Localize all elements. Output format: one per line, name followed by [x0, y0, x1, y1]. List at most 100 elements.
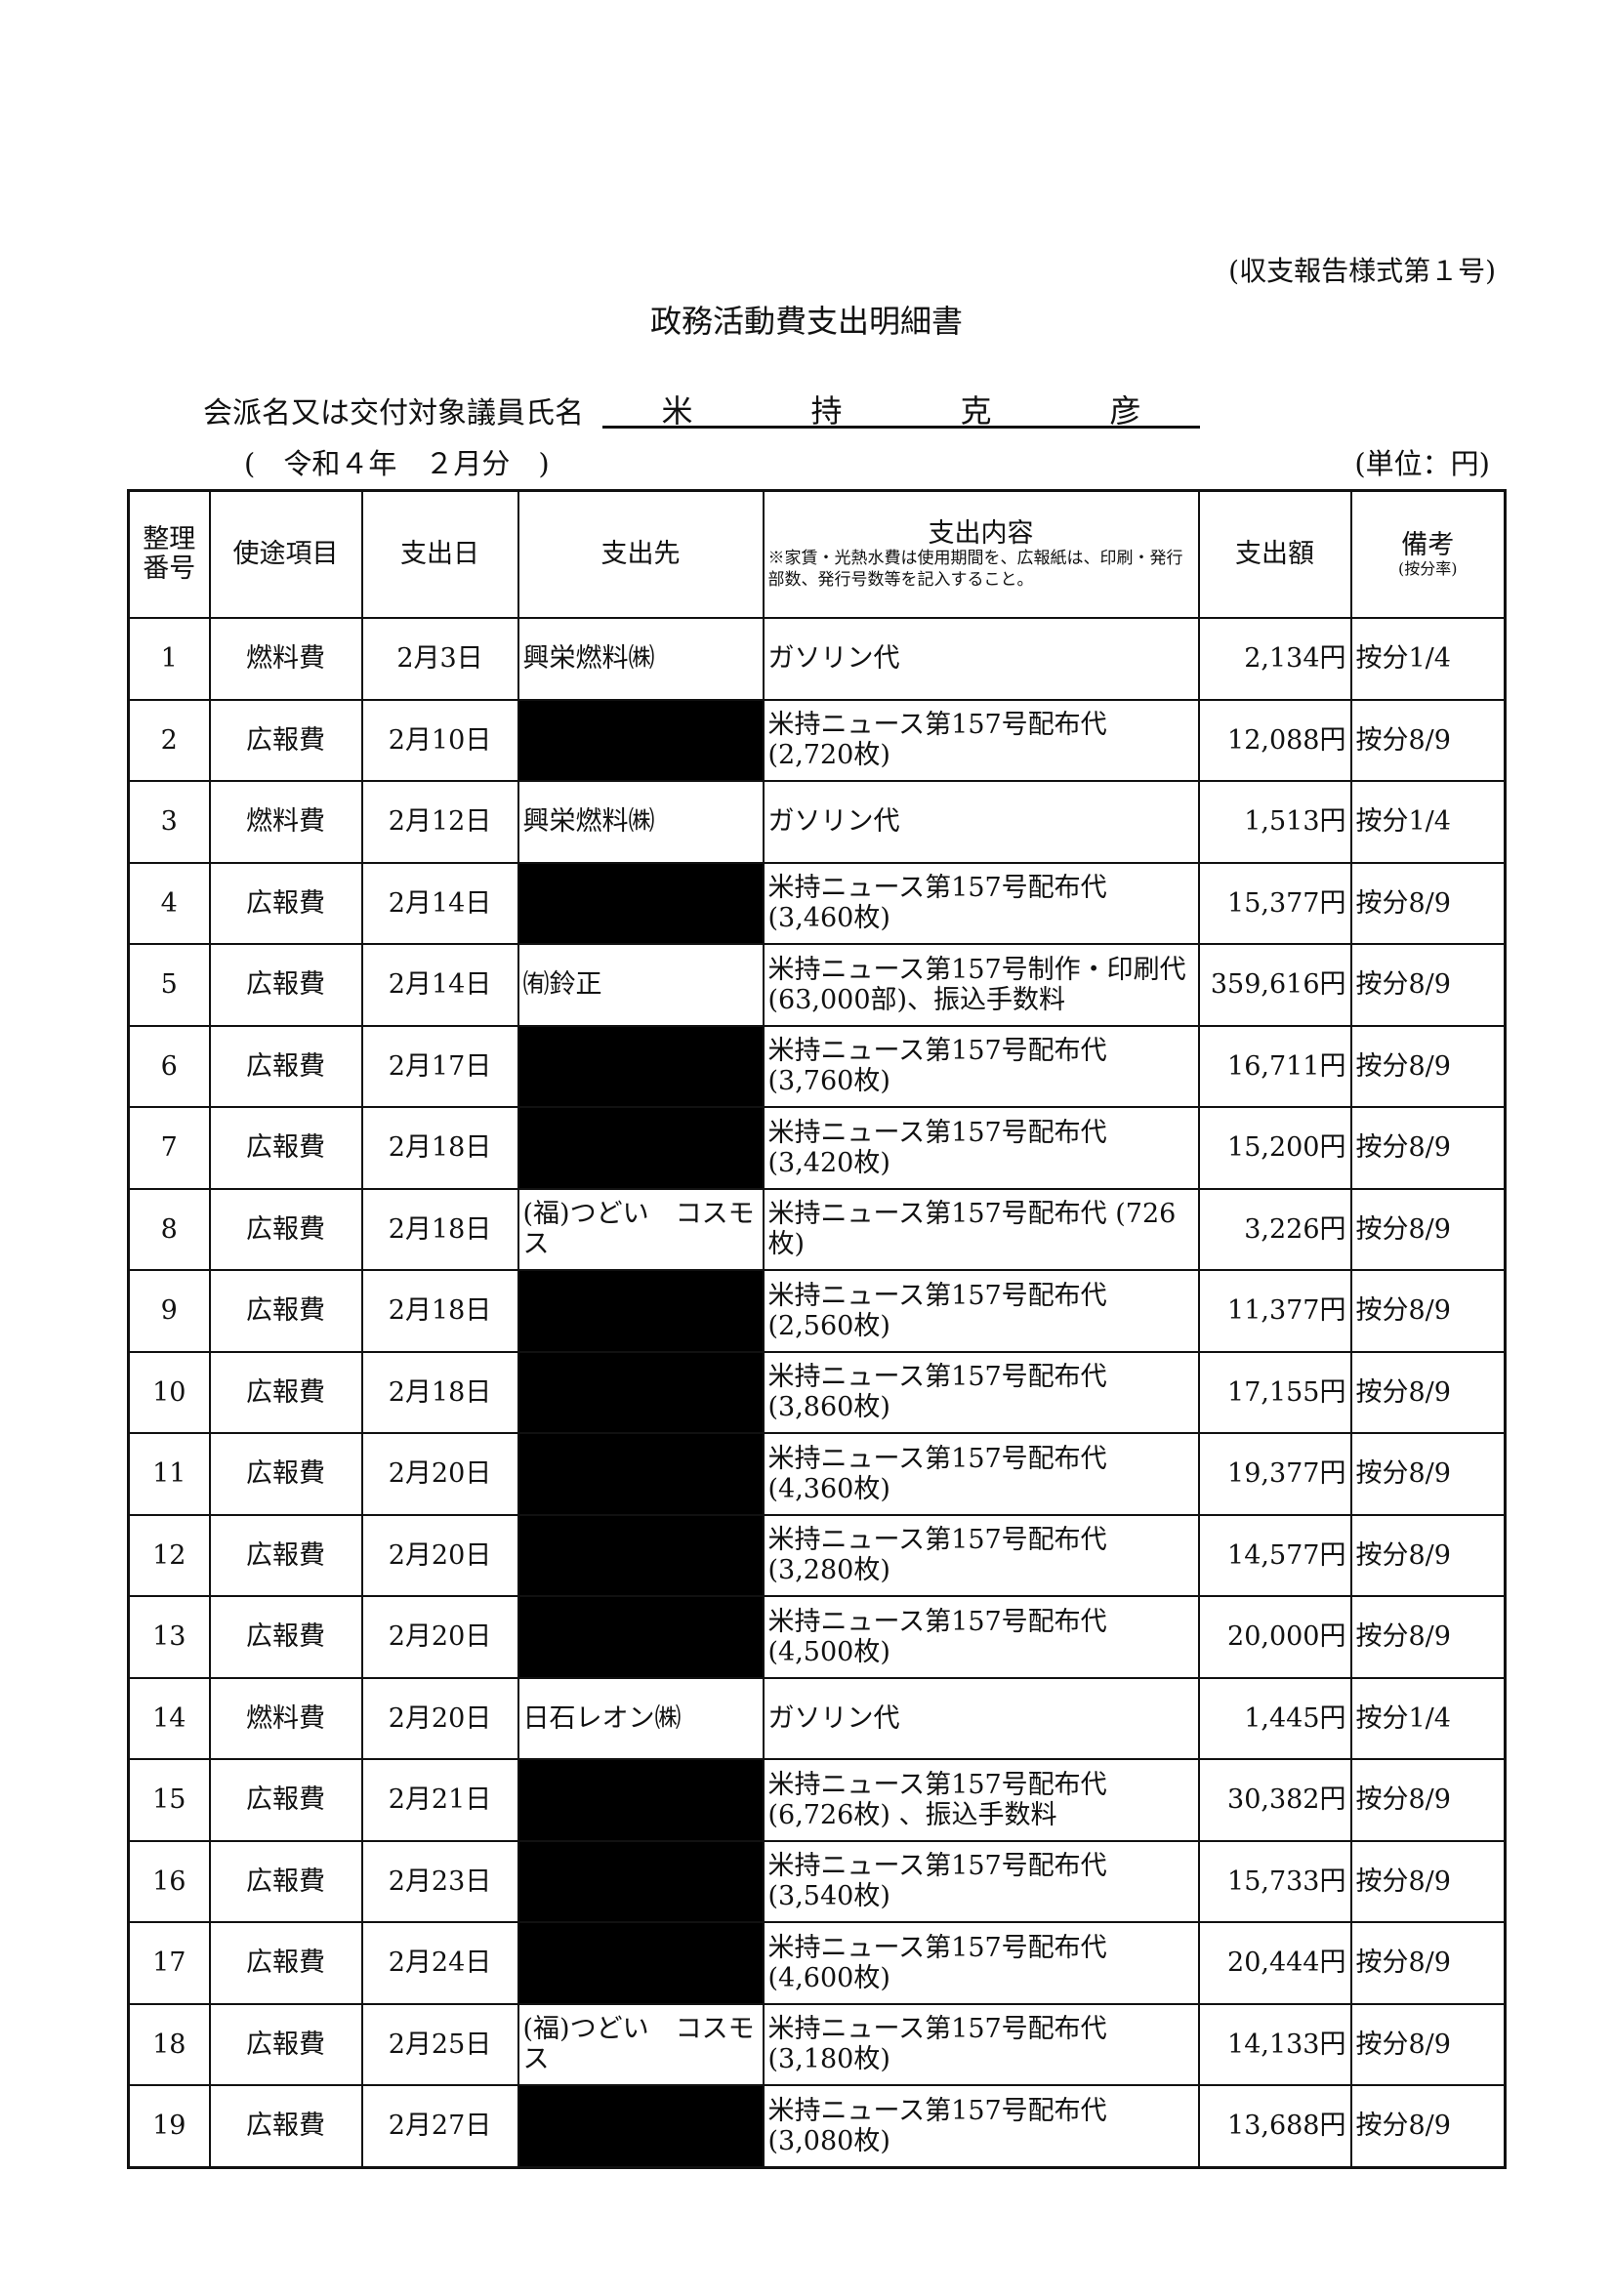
cell-remarks: 按分8/9 [1349, 698, 1507, 782]
cell-remarks: 按分8/9 [1349, 2084, 1507, 2168]
cell-no: 10 [127, 1350, 211, 1434]
redacted-payee [517, 2084, 765, 2168]
name-char: 克 [960, 392, 992, 430]
cell-category: 広報費 [208, 1024, 363, 1108]
cell-category: 燃料費 [208, 1676, 363, 1760]
cell-no: 8 [127, 1187, 211, 1271]
unit-label: (単位：円) [1354, 447, 1490, 480]
cell-amount: 13,688円 [1197, 2084, 1352, 2168]
table-row: 13 広報費 2月20日 米持ニュース第157号配布代 (4,500枚) 20,000円… [127, 1595, 1507, 1679]
cell-amount: 30,382円 [1197, 1758, 1352, 1842]
cell-content: ガソリン代 [762, 1676, 1200, 1760]
redacted-payee [517, 1024, 765, 1108]
expense-table: 整理番号 使途項目 支出日 支出先 支出内容 ※家賃・光熱水費は使用期間を、広報… [127, 489, 1507, 2169]
redacted-payee [517, 1106, 765, 1190]
table-row: 16 広報費 2月23日 米持ニュース第157号配布代 (3,540枚) 15,733円… [127, 1839, 1507, 1923]
cell-date: 2月17日 [360, 1024, 519, 1108]
cell-date: 2月18日 [360, 1269, 519, 1353]
cell-remarks: 按分8/9 [1349, 1758, 1507, 1842]
table-row: 15 広報費 2月21日 米持ニュース第157号配布代 (6,726枚) 、振込手数料… [127, 1758, 1507, 1842]
cell-amount: 19,377円 [1197, 1432, 1352, 1516]
cell-category: 広報費 [208, 1350, 363, 1434]
cell-category: 広報費 [208, 1269, 363, 1353]
cell-remarks: 按分8/9 [1349, 2002, 1507, 2086]
table-row: 12 広報費 2月20日 米持ニュース第157号配布代 (3,280枚) 14,577円… [127, 1513, 1507, 1597]
table-row: 1 燃料費 2月3日 興栄燃料㈱ ガソリン代 2,134円 按分1/4 [127, 617, 1507, 701]
cell-remarks: 按分8/9 [1349, 1269, 1507, 1353]
cell-category: 燃料費 [208, 780, 363, 864]
cell-content: 米持ニュース第157号配布代 (3,280枚) [762, 1513, 1200, 1597]
cell-remarks: 按分8/9 [1349, 1513, 1507, 1597]
table-row: 6 広報費 2月17日 米持ニュース第157号配布代 (3,760枚) 16,711円按… [127, 1024, 1507, 1108]
cell-date: 2月25日 [360, 2002, 519, 2086]
cell-date: 2月21日 [360, 1758, 519, 1842]
cell-remarks: 按分8/9 [1349, 1839, 1507, 1923]
cell-no: 6 [127, 1024, 211, 1108]
cell-remarks: 按分1/4 [1349, 617, 1507, 701]
cell-date: 2月18日 [360, 1106, 519, 1190]
cell-category: 広報費 [208, 1513, 363, 1597]
cell-date: 2月10日 [360, 698, 519, 782]
cell-content: 米持ニュース第157号配布代 (3,420枚) [762, 1106, 1200, 1190]
cell-date: 2月14日 [360, 861, 519, 945]
cell-no: 11 [127, 1432, 211, 1516]
redacted-payee [517, 1269, 765, 1353]
table-row: 19 広報費 2月27日 米持ニュース第157号配布代 (3,080枚) 13,688円… [127, 2084, 1507, 2168]
cell-content: 米持ニュース第157号配布代 (4,360枚) [762, 1432, 1200, 1516]
cell-amount: 3,226円 [1197, 1187, 1352, 1271]
cell-content: 米持ニュース第157号配布代 (6,726枚) 、振込手数料 [762, 1758, 1200, 1842]
cell-payee: ㈲鈴正 [517, 943, 765, 1027]
cell-payee: 興栄燃料㈱ [517, 780, 765, 864]
cell-date: 2月14日 [360, 943, 519, 1027]
table-row: 5 広報費 2月14日 ㈲鈴正 米持ニュース第157号制作・印刷代(63,000部)、振… [127, 943, 1507, 1027]
cell-date: 2月18日 [360, 1350, 519, 1434]
cell-date: 2月20日 [360, 1513, 519, 1597]
table-row: 11 広報費 2月20日 米持ニュース第157号配布代 (4,360枚) 19,377円… [127, 1432, 1507, 1516]
cell-amount: 2,134円 [1197, 617, 1352, 701]
cell-no: 2 [127, 698, 211, 782]
cell-date: 2月20日 [360, 1432, 519, 1516]
cell-content: 米持ニュース第157号配布代 (3,860枚) [762, 1350, 1200, 1434]
table-row: 18 広報費 2月25日 (福)つどい コスモス 米持ニュース第157号配布代 (3,1… [127, 2002, 1507, 2086]
cell-payee: 興栄燃料㈱ [517, 617, 765, 701]
cell-remarks: 按分1/4 [1349, 1676, 1507, 1760]
cell-no: 19 [127, 2084, 211, 2168]
header-remarks: 備考 (按分率) [1349, 489, 1507, 619]
cell-date: 2月23日 [360, 1839, 519, 1923]
cell-date: 2月27日 [360, 2084, 519, 2168]
header-remarks-label: 備考 [1401, 530, 1455, 561]
cell-amount: 12,088円 [1197, 698, 1352, 782]
header-content: 支出内容 ※家賃・光熱水費は使用期間を、広報紙は、印刷・発行部数、発行号数等を記… [762, 489, 1200, 619]
cell-remarks: 按分1/4 [1349, 780, 1507, 864]
cell-amount: 359,616円 [1197, 943, 1352, 1027]
cell-category: 広報費 [208, 2084, 363, 2168]
cell-no: 18 [127, 2002, 211, 2086]
name-char: 米 [661, 392, 693, 430]
cell-content: 米持ニュース第157号配布代 (3,760枚) [762, 1024, 1200, 1108]
cell-no: 9 [127, 1269, 211, 1353]
cell-no: 14 [127, 1676, 211, 1760]
cell-amount: 1,513円 [1197, 780, 1352, 864]
cell-amount: 15,733円 [1197, 1839, 1352, 1923]
header-content-label: 支出内容 [928, 518, 1034, 550]
cell-content: 米持ニュース第157号配布代 (3,540枚) [762, 1839, 1200, 1923]
cell-date: 2月20日 [360, 1676, 519, 1760]
cell-remarks: 按分8/9 [1349, 1432, 1507, 1516]
cell-amount: 20,444円 [1197, 1921, 1352, 2005]
table-row: 10 広報費 2月18日 米持ニュース第157号配布代 (3,860枚) 17,155円… [127, 1350, 1507, 1434]
header-no: 整理番号 [127, 489, 211, 619]
member-label: 会派名又は交付対象議員氏名 [203, 396, 584, 430]
cell-content: 米持ニュース第157号配布代 (2,560枚) [762, 1269, 1200, 1353]
document-title: 政務活動費支出明細書 [649, 303, 963, 340]
cell-amount: 14,577円 [1197, 1513, 1352, 1597]
redacted-payee [517, 1432, 765, 1516]
cell-content: 米持ニュース第157号配布代 (4,500枚) [762, 1595, 1200, 1679]
cell-payee: (福)つどい コスモス [517, 2002, 765, 2086]
cell-remarks: 按分8/9 [1349, 1921, 1507, 2005]
cell-category: 広報費 [208, 1921, 363, 2005]
cell-remarks: 按分8/9 [1349, 1595, 1507, 1679]
cell-no: 13 [127, 1595, 211, 1679]
redacted-payee [517, 861, 765, 945]
cell-remarks: 按分8/9 [1349, 1187, 1507, 1271]
header-content-note: ※家賃・光熱水費は使用期間を、広報紙は、印刷・発行部数、発行号数等を記入すること… [767, 549, 1183, 590]
